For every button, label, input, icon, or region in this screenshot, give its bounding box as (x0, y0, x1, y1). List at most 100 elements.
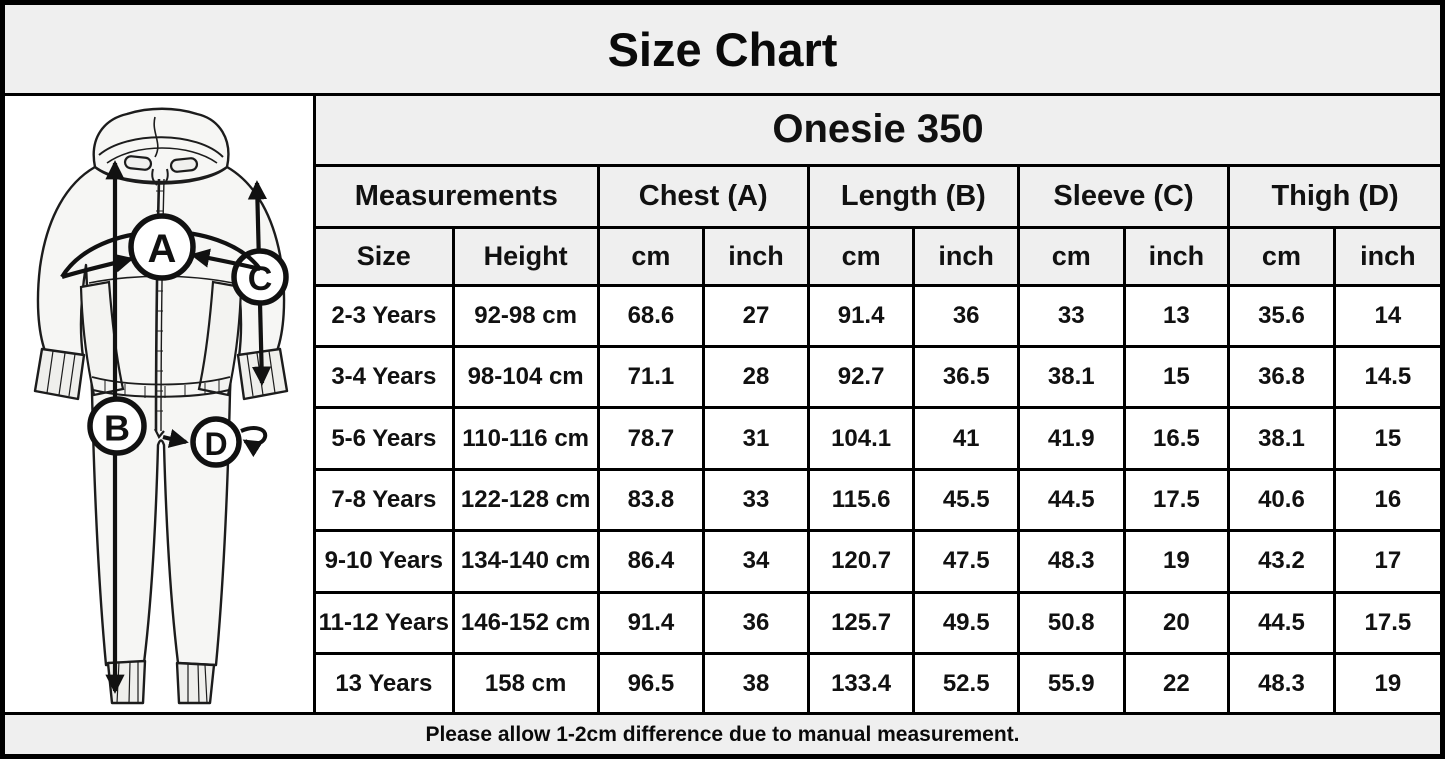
cell-sleeve-cm: 48.3 (1016, 529, 1126, 594)
cell-sleeve-cm: 41.9 (1016, 406, 1126, 471)
cell-sleeve-inch: 16.5 (1122, 406, 1231, 471)
chest-measure-arrow: A (60, 213, 262, 281)
footer-bar: Please allow 1-2cm difference due to man… (5, 712, 1440, 754)
cell-thigh-cm: 35.6 (1227, 283, 1336, 348)
group-header-row: Measurements Chest (A) Length (B) Sleeve… (316, 163, 1440, 229)
cell-height: 158 cm (451, 652, 600, 712)
cell-height: 98-104 cm (451, 344, 600, 410)
thigh-measure-arrow: D (162, 416, 268, 468)
col-header-chest-cm: cm (596, 225, 706, 287)
cell-chest-inch: 33 (702, 467, 810, 533)
cell-chest-cm: 68.6 (596, 283, 706, 348)
cell-length-inch: 47.5 (912, 529, 1020, 594)
table-row: 9-10 Years 134-140 cm 86.4 34 120.7 47.5… (316, 529, 1440, 594)
table-row: 13 Years 158 cm 96.5 38 133.4 52.5 55.9 … (316, 652, 1440, 712)
cell-thigh-cm: 36.8 (1227, 344, 1336, 410)
cell-size: 7-8 Years (316, 467, 455, 533)
table-row: 5-6 Years 110-116 cm 78.7 31 104.1 41 41… (316, 406, 1440, 471)
cell-chest-cm: 86.4 (596, 529, 706, 594)
cell-chest-cm: 96.5 (596, 652, 706, 712)
cell-chest-inch: 34 (702, 529, 810, 594)
cell-thigh-inch: 17 (1332, 529, 1440, 594)
cell-sleeve-inch: 19 (1122, 529, 1231, 594)
col-header-thigh-cm: cm (1227, 225, 1336, 287)
cell-sleeve-inch: 17.5 (1122, 467, 1231, 533)
col-header-length-inch: inch (912, 225, 1020, 287)
table-row: 2-3 Years 92-98 cm 68.6 27 91.4 36 33 13… (316, 283, 1440, 348)
cell-sleeve-cm: 44.5 (1016, 467, 1126, 533)
col-header-chest-inch: inch (702, 225, 810, 287)
cell-sleeve-cm: 38.1 (1016, 344, 1126, 410)
cell-height: 122-128 cm (451, 467, 600, 533)
cell-size: 13 Years (316, 652, 455, 712)
diagram-panel: B C A (5, 96, 316, 712)
cell-height: 92-98 cm (451, 283, 600, 348)
col-header-sleeve-inch: inch (1122, 225, 1231, 287)
cell-length-inch: 36.5 (912, 344, 1020, 410)
col-header-size: Size (316, 225, 455, 287)
cell-length-inch: 36 (912, 283, 1020, 348)
cell-size: 9-10 Years (316, 529, 455, 594)
cell-size: 3-4 Years (316, 344, 455, 410)
col-header-length-cm: cm (806, 225, 916, 287)
cell-sleeve-cm: 55.9 (1016, 652, 1126, 712)
cell-length-cm: 104.1 (806, 406, 916, 471)
cell-length-inch: 45.5 (912, 467, 1020, 533)
cell-length-cm: 125.7 (806, 590, 916, 656)
table-row: 7-8 Years 122-128 cm 83.8 33 115.6 45.5 … (316, 467, 1440, 533)
col-header-thigh-inch: inch (1332, 225, 1440, 287)
cell-size: 11-12 Years (316, 590, 455, 656)
col-group-chest: Chest (A) (596, 163, 810, 229)
cell-chest-inch: 36 (702, 590, 810, 656)
cell-thigh-cm: 48.3 (1227, 652, 1336, 712)
sub-header-row: Size Height cm inch cm inch cm inch cm i… (316, 225, 1440, 287)
cell-sleeve-inch: 13 (1122, 283, 1231, 348)
cell-length-cm: 91.4 (806, 283, 916, 348)
table-row: 11-12 Years 146-152 cm 91.4 36 125.7 49.… (316, 590, 1440, 656)
label-d: D (204, 426, 227, 462)
onesie-measurement-diagram: B C A (33, 107, 289, 705)
cell-thigh-cm: 43.2 (1227, 529, 1336, 594)
cell-chest-inch: 27 (702, 283, 810, 348)
col-header-height: Height (451, 225, 600, 287)
length-measure-arrow: B (87, 160, 147, 694)
cell-length-cm: 120.7 (806, 529, 916, 594)
cell-height: 134-140 cm (451, 529, 600, 594)
cell-length-cm: 115.6 (806, 467, 916, 533)
col-group-length: Length (B) (806, 163, 1020, 229)
cell-thigh-cm: 40.6 (1227, 467, 1336, 533)
col-header-sleeve-cm: cm (1016, 225, 1126, 287)
cell-chest-cm: 71.1 (596, 344, 706, 410)
cell-sleeve-inch: 20 (1122, 590, 1231, 656)
col-group-thigh: Thigh (D) (1227, 163, 1440, 229)
cell-size: 5-6 Years (316, 406, 455, 471)
label-a: A (148, 227, 177, 271)
size-table-panel: Onesie 350 Measurements Chest (A) Length… (316, 96, 1440, 712)
cell-sleeve-inch: 22 (1122, 652, 1231, 712)
cell-height: 146-152 cm (451, 590, 600, 656)
cell-thigh-inch: 15 (1332, 406, 1440, 471)
page-title: Size Chart (607, 22, 838, 76)
cell-thigh-inch: 19 (1332, 652, 1440, 712)
cell-thigh-cm: 38.1 (1227, 406, 1336, 471)
measurement-disclaimer: Please allow 1-2cm difference due to man… (425, 722, 1020, 746)
cell-length-inch: 49.5 (912, 590, 1020, 656)
cell-thigh-inch: 16 (1332, 467, 1440, 533)
cell-chest-inch: 28 (702, 344, 810, 410)
title-bar: Size Chart (5, 5, 1440, 96)
cell-chest-inch: 38 (702, 652, 810, 712)
size-table: Onesie 350 Measurements Chest (A) Length… (316, 96, 1440, 712)
cell-chest-cm: 78.7 (596, 406, 706, 471)
label-b: B (104, 408, 130, 449)
cell-length-inch: 41 (912, 406, 1020, 471)
col-group-measurements: Measurements (316, 163, 600, 229)
cell-thigh-inch: 14.5 (1332, 344, 1440, 410)
cell-length-cm: 92.7 (806, 344, 916, 410)
product-title-row: Onesie 350 (316, 96, 1440, 167)
cell-chest-cm: 91.4 (596, 590, 706, 656)
cell-thigh-inch: 17.5 (1332, 590, 1440, 656)
cell-size: 2-3 Years (316, 283, 455, 348)
cell-sleeve-inch: 15 (1122, 344, 1231, 410)
cell-sleeve-cm: 33 (1016, 283, 1126, 348)
